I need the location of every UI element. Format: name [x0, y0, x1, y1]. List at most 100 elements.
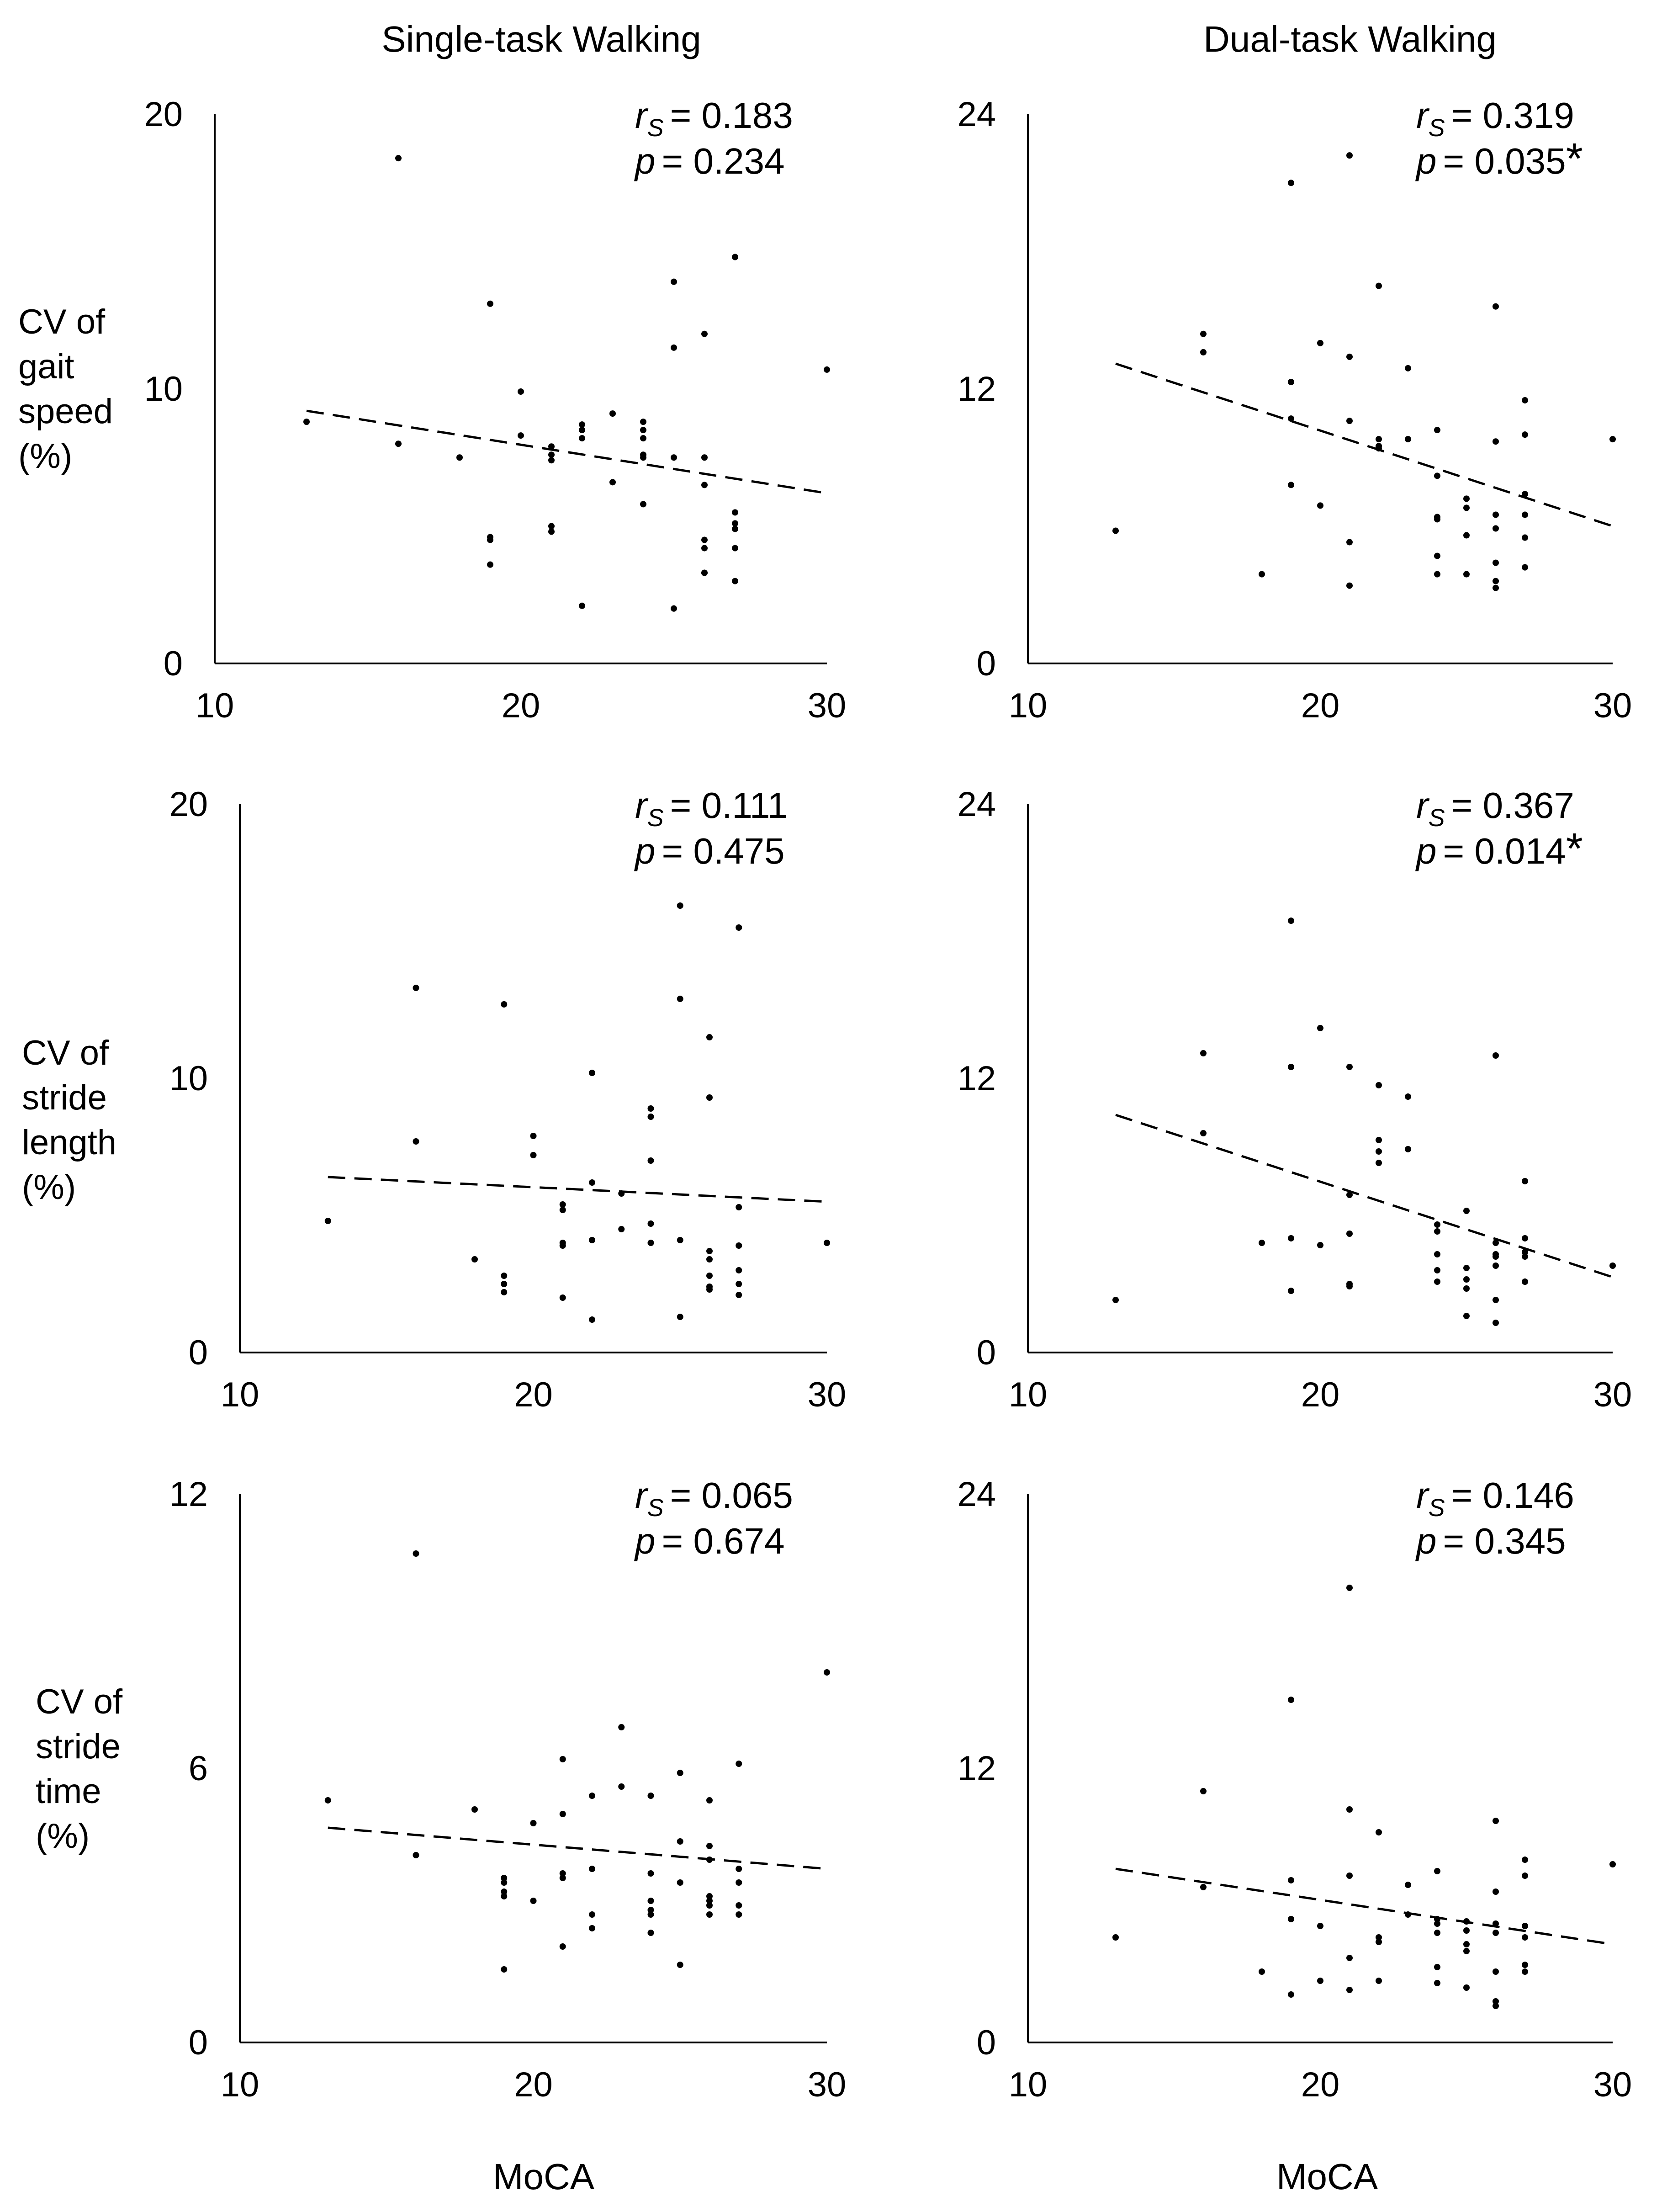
data-point: [589, 1179, 595, 1186]
data-point: [736, 1879, 742, 1886]
data-point: [1434, 1916, 1440, 1922]
data-point: [618, 1783, 625, 1790]
x-tick-label: 30: [1593, 2065, 1632, 2104]
data-point: [589, 1793, 595, 1799]
data-point: [559, 1943, 566, 1950]
x-tick-label: 10: [221, 2065, 259, 2104]
data-point: [736, 1911, 742, 1918]
data-point: [579, 421, 585, 428]
data-point: [1200, 1130, 1207, 1136]
p-value-annotation: p = 0.345: [1415, 1521, 1566, 1561]
data-point: [1346, 1987, 1353, 1993]
data-point: [1522, 1873, 1528, 1879]
r-value: = 0.065: [670, 1475, 793, 1516]
p-symbol: p: [634, 141, 656, 181]
trend-line: [306, 409, 827, 494]
x-tick-label: 30: [808, 1375, 847, 1414]
data-point: [1346, 582, 1353, 589]
data-point: [647, 1240, 654, 1246]
data-point: [471, 1256, 478, 1262]
y-tick-label: 6: [189, 1749, 208, 1788]
data-point: [647, 1105, 654, 1112]
data-point: [706, 1857, 713, 1863]
data-point: [1522, 1923, 1528, 1929]
data-point: [1493, 1888, 1499, 1895]
r-subscript: S: [647, 804, 664, 832]
significance-marker: *: [1566, 824, 1583, 873]
data-point: [1376, 1137, 1382, 1143]
data-point: [736, 1292, 742, 1298]
data-point: [501, 1888, 508, 1895]
data-point: [559, 1870, 566, 1877]
correlation-annotation: rS = 0.146: [1416, 1475, 1574, 1522]
data-point: [1317, 1025, 1323, 1031]
data-point: [303, 419, 310, 425]
data-point: [1493, 1253, 1499, 1260]
data-point: [1493, 1297, 1499, 1303]
data-point: [1493, 584, 1499, 591]
x-tick-label: 10: [221, 1375, 259, 1414]
y-tick-label: 0: [189, 1333, 208, 1372]
data-point: [1346, 1873, 1353, 1879]
x-tick-label: 10: [1009, 2065, 1048, 2104]
data-point: [1493, 1920, 1499, 1927]
data-point: [1522, 1278, 1528, 1285]
p-value-annotation: p = 0.035*: [1415, 134, 1583, 183]
data-point: [413, 1138, 419, 1145]
data-point: [671, 605, 677, 612]
data-point: [647, 1157, 654, 1164]
data-point: [677, 1838, 683, 1845]
p-symbol: p: [1415, 831, 1437, 871]
data-point: [324, 1797, 331, 1804]
data-point: [701, 482, 708, 488]
data-point: [1288, 415, 1294, 422]
row-label-gait-speed: CV of gait speed (%): [18, 300, 113, 479]
data-point: [736, 1866, 742, 1872]
data-point: [1493, 1052, 1499, 1059]
data-point: [1493, 438, 1499, 445]
data-point: [1346, 1806, 1353, 1813]
data-point: [609, 410, 616, 417]
data-point: [1346, 418, 1353, 424]
r-symbol: r: [635, 785, 649, 826]
data-point: [501, 1893, 508, 1899]
data-point: [647, 1898, 654, 1904]
data-point: [413, 1550, 419, 1557]
row-label-line: stride: [22, 1078, 107, 1117]
data-point: [1346, 1192, 1353, 1198]
r-subscript: S: [1429, 114, 1445, 142]
data-point: [1493, 1968, 1499, 1975]
p-symbol: p: [634, 831, 656, 871]
row-label-line: stride: [36, 1727, 121, 1766]
data-point: [1376, 1148, 1382, 1155]
p-value-annotation: p = 0.475: [634, 831, 785, 871]
data-point: [1463, 532, 1470, 539]
correlation-annotation: rS = 0.183: [635, 95, 793, 142]
data-point: [530, 1152, 537, 1158]
data-point: [1493, 1262, 1499, 1269]
data-point: [1317, 1978, 1323, 1984]
data-point: [1434, 1868, 1440, 1874]
data-point: [1288, 1877, 1294, 1883]
data-point: [701, 569, 708, 576]
data-point: [548, 528, 555, 535]
data-point: [501, 1289, 508, 1295]
data-point: [706, 1286, 713, 1293]
data-point: [1112, 1934, 1119, 1941]
data-point: [559, 1756, 566, 1762]
data-point: [677, 996, 683, 1002]
data-point: [1609, 1262, 1616, 1269]
r-subscript: S: [1429, 804, 1445, 832]
data-point: [501, 1966, 508, 1973]
data-point: [1463, 1285, 1470, 1292]
data-point: [1288, 482, 1294, 488]
column-title-dual-task: Dual-task Walking: [1203, 19, 1497, 59]
data-point: [1463, 1927, 1470, 1934]
p-value: = 0.345: [1443, 1521, 1566, 1561]
x-tick-label: 30: [1593, 1375, 1632, 1414]
y-tick-label: 24: [957, 95, 996, 134]
data-point: [501, 1875, 508, 1881]
